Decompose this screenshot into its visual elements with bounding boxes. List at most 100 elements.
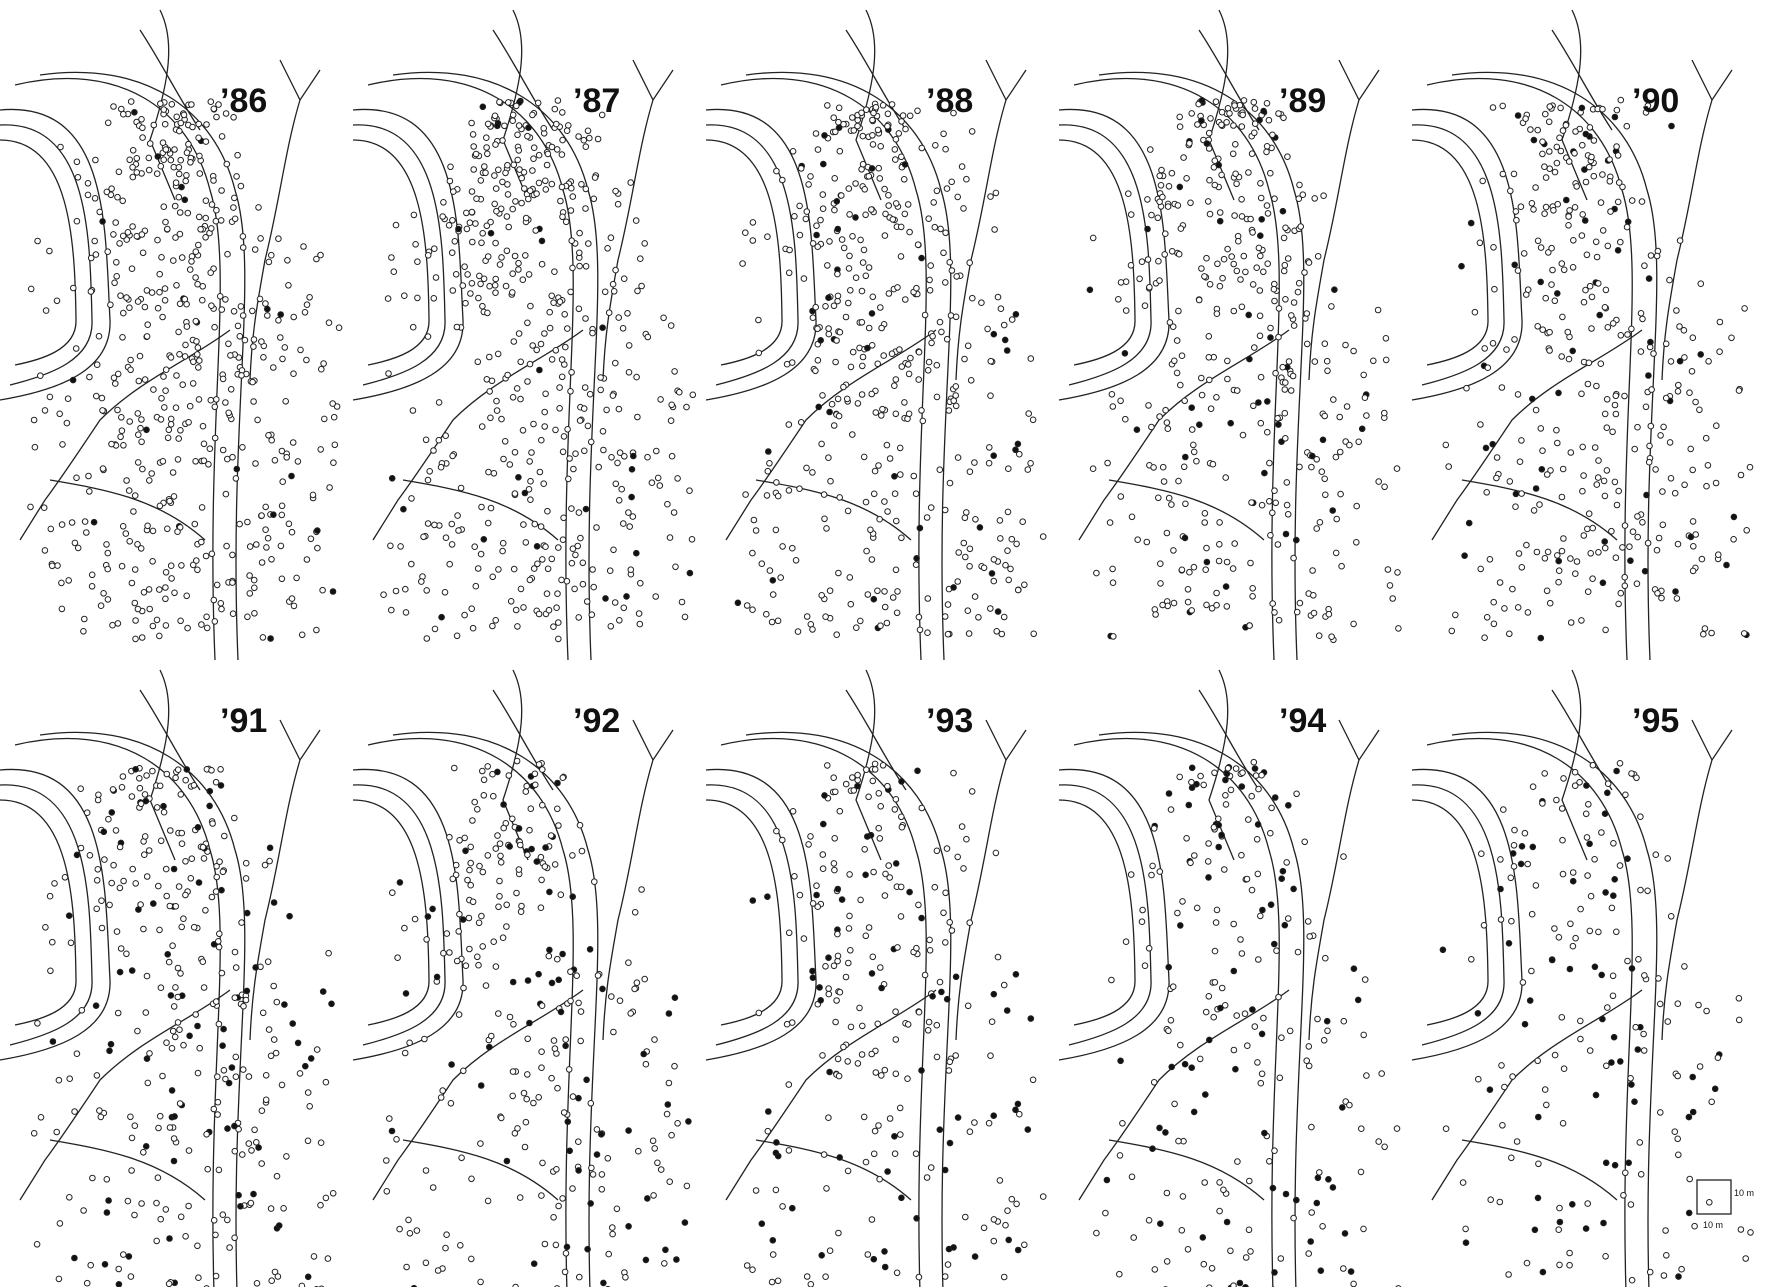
- tree-dot: [1152, 1267, 1158, 1273]
- tree-dot: [590, 1172, 596, 1178]
- tree-dot: [876, 463, 882, 469]
- tree-dot: [1500, 103, 1506, 109]
- tree-dot: [115, 1010, 121, 1016]
- tree-dot: [594, 1152, 600, 1158]
- tree-dot: [1159, 167, 1165, 173]
- tree-dot: [826, 991, 832, 997]
- tree-dot: [264, 545, 270, 551]
- tree-dot: [163, 623, 169, 629]
- tree-dot: [394, 1137, 400, 1143]
- map-panel: ’86: [0, 10, 342, 660]
- tree-dot: [128, 367, 134, 373]
- tree-dot: [421, 534, 427, 540]
- tree-dot: [917, 627, 923, 633]
- tree-dot: [132, 600, 138, 606]
- tree-dot: [472, 799, 478, 805]
- tree-dot: [839, 237, 845, 243]
- tree-dot: [1120, 1121, 1126, 1127]
- tree-dot: [583, 264, 589, 270]
- tree-dot: [536, 611, 542, 617]
- tree-dot: [467, 867, 473, 873]
- map-line: [280, 720, 320, 760]
- tree-dot: [854, 625, 860, 631]
- tree-dot: [111, 232, 117, 238]
- tree-dot: [959, 164, 965, 170]
- tree-dot: [1525, 861, 1531, 867]
- tree-dot: [1676, 1274, 1682, 1280]
- tree-dot: [831, 963, 837, 969]
- tree-dot: [1383, 357, 1389, 363]
- tree-dot: [525, 852, 531, 858]
- tree-dot: [320, 587, 326, 593]
- tree-dot: [142, 852, 148, 858]
- tree-dot: [569, 370, 575, 376]
- tree-dot: [544, 162, 550, 168]
- tree-dot: [230, 454, 236, 460]
- tree-dot: [690, 392, 696, 398]
- tree-dot: [294, 575, 300, 581]
- tree-dot: [43, 925, 49, 931]
- tree-dot: [136, 432, 142, 438]
- tree-dot: [568, 289, 574, 295]
- tree-dot: [1579, 618, 1585, 624]
- tree-dot: [1269, 805, 1275, 811]
- tree-dot: [291, 371, 297, 377]
- tree-dot: [843, 781, 849, 787]
- tree-dot: [1724, 562, 1730, 568]
- tree-dot: [621, 605, 627, 611]
- tree-dot: [219, 887, 225, 893]
- tree-dot: [240, 313, 246, 319]
- tree-dot: [1202, 511, 1208, 517]
- tree-dot: [170, 943, 176, 949]
- tree-dot: [89, 572, 95, 578]
- tree-dot: [468, 291, 474, 297]
- tree-dot: [460, 917, 466, 923]
- tree-dot: [610, 393, 616, 399]
- tree-dot: [518, 842, 524, 848]
- tree-dot: [178, 792, 184, 798]
- tree-dot: [1249, 793, 1255, 799]
- tree-dot: [523, 253, 529, 259]
- tree-dot: [179, 563, 185, 569]
- tree-dot: [832, 867, 838, 873]
- tree-dot: [1566, 214, 1572, 220]
- tree-dot: [1110, 404, 1116, 410]
- tree-dot: [1268, 902, 1274, 908]
- tree-dot: [860, 1023, 866, 1029]
- tree-dot: [182, 354, 188, 360]
- tree-dot: [1275, 416, 1281, 422]
- tree-dot: [469, 209, 475, 215]
- tree-dot: [518, 359, 524, 365]
- tree-dot: [1158, 1221, 1164, 1227]
- tree-dot: [271, 365, 277, 371]
- tree-dot: [943, 146, 949, 152]
- map-line: [1109, 1140, 1264, 1200]
- tree-dot: [831, 775, 837, 781]
- tree-dot: [750, 238, 756, 244]
- tree-dot: [1305, 919, 1311, 925]
- tree-dot: [1586, 511, 1592, 517]
- tree-dot: [1585, 381, 1591, 387]
- tree-dot: [848, 601, 854, 607]
- tree-dot: [1005, 548, 1011, 554]
- tree-dot: [1166, 184, 1172, 190]
- tree-dot: [467, 946, 473, 952]
- tree-dot: [162, 298, 168, 304]
- tree-dot: [1158, 561, 1164, 567]
- tree-dot: [150, 559, 156, 565]
- tree-dot: [1387, 583, 1393, 589]
- tree-dot: [1258, 1080, 1264, 1086]
- tree-dot: [1590, 762, 1596, 768]
- tree-dot: [1280, 208, 1286, 214]
- tree-dot: [139, 232, 145, 238]
- tree-dot: [1184, 176, 1190, 182]
- tree-dot: [1616, 180, 1622, 186]
- tree-dot: [488, 505, 494, 511]
- tree-dot: [1179, 353, 1185, 359]
- tree-dot: [120, 335, 126, 341]
- tree-dot: [875, 127, 881, 133]
- tree-dot: [528, 478, 534, 484]
- tree-dot: [959, 824, 965, 830]
- tree-dot: [1206, 841, 1212, 847]
- tree-dot: [254, 1281, 260, 1287]
